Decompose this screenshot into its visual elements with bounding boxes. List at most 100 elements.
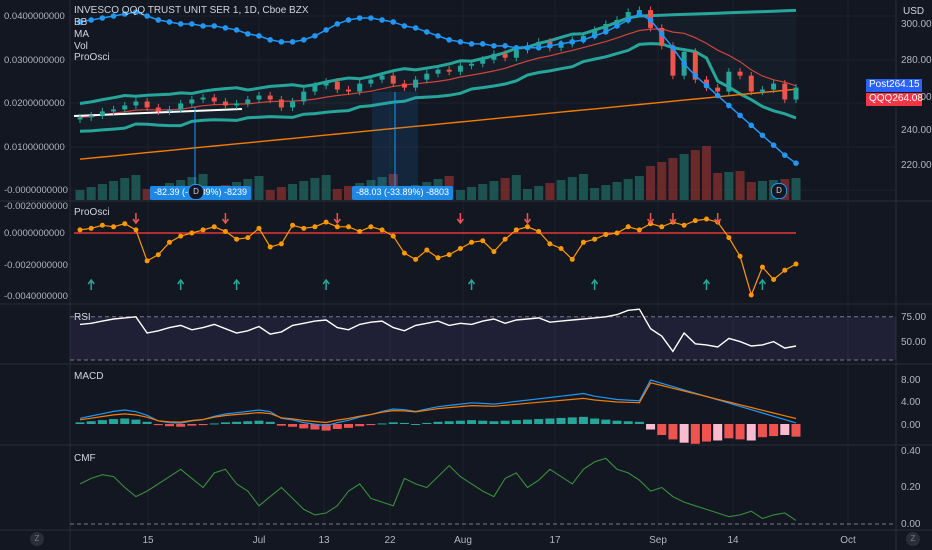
candle-body [278,99,284,108]
blue-dot [278,39,285,45]
macd-hist-bar [254,420,264,424]
rsi-band [70,316,896,360]
post-value: 264.15 [889,79,920,90]
volume-bar [590,188,600,200]
proosci-dot [122,221,128,227]
proosci-pane[interactable] [74,213,799,298]
volume-bar [534,186,544,200]
left-axis-label: -0.0040000000 [4,291,68,302]
blue-dot [703,82,710,89]
blue-dot [681,60,687,67]
volume-bar [646,166,656,200]
candle-body [636,10,642,13]
pane-title-cmf[interactable]: CMF [74,453,96,464]
proosci-dot [357,228,363,234]
candle-body [99,111,105,116]
price-pane[interactable] [73,6,801,200]
legend-proosci[interactable]: ProOsci [74,52,110,63]
candle-body [234,103,240,106]
legend-ma[interactable]: MA [74,29,89,40]
macd-hist-bar [411,424,421,425]
volume-bar [288,184,298,200]
volume-bar [276,187,286,200]
left-axis-label: -0.0000000000 [4,185,68,196]
blue-dot [580,37,587,43]
candle-body [368,79,374,84]
blue-dot [770,142,777,149]
candle-body [144,101,150,108]
blue-dot [737,112,743,119]
proosci-dot [245,235,251,241]
volume-bar [332,189,342,200]
left-axis-label: 0.0200000000 [4,98,65,109]
blue-dot [166,19,173,25]
volume-bar [254,176,264,200]
candle-body [692,51,698,80]
time-label: Aug [454,535,472,546]
proosci-dot [99,222,105,228]
time-axis[interactable]: 15 Jul 13 22 Aug 17 Sep 14 Oct [142,535,856,546]
candle-body [625,12,631,20]
macd-pane[interactable] [75,379,801,444]
proosci-dot [513,227,519,233]
legend-bb[interactable]: BB [74,17,88,28]
candle-body [301,91,307,102]
post-price-label: Post 264.15 [866,79,922,92]
proosci-dot [659,224,665,230]
pane-title-rsi[interactable]: RSI [74,312,91,323]
sell-arrow-icon [523,213,532,225]
macd-hist-bar [791,424,801,437]
proosci-dot [469,239,475,245]
macd-hist-bar [545,418,555,424]
blue-dot [726,102,732,109]
macd-hist-bar [422,422,432,424]
macd-hist-bar [310,424,320,430]
macd-hist-bar [556,417,566,424]
proosci-dot [211,224,217,230]
macd-hist-bar [131,419,141,424]
macd-hist-bar [321,424,331,431]
proosci-dot [569,256,575,262]
dividend-badge-icon[interactable]: D [188,184,204,200]
cmf-pane[interactable] [70,457,896,525]
legend-vol[interactable]: Vol [74,41,88,52]
candle-body [446,69,452,72]
dividend-badge-icon[interactable]: D [771,183,787,199]
blue-dot [748,122,755,129]
blue-dot [457,39,464,45]
left-axis-label: 0.0300000000 [4,55,65,66]
blue-dot [625,17,631,23]
blue-dot [245,31,251,37]
zoom-right-icon[interactable]: Z [906,532,920,546]
candle-body [726,71,732,92]
proosci-dot [256,225,262,231]
qqq-label: QQQ [869,93,893,104]
candle-body [357,83,363,92]
measure-label-2[interactable]: -88.03 (-33.89%) -8803 [352,186,454,200]
proosci-dot [267,244,273,250]
macd-hist-bar [500,420,510,424]
pane-title-proosci[interactable]: ProOsci [74,207,110,218]
currency-label[interactable]: USD [903,6,925,17]
volume-bar [523,189,532,200]
blue-dot [502,43,508,49]
rsi-pane[interactable] [70,308,896,361]
volume-bar [299,181,309,200]
proosci-dot [603,232,609,238]
candle-body [189,99,195,104]
chart-title[interactable]: INVESCO QQQ TRUST UNIT SER 1, 1D, Cboe B… [74,5,309,16]
zoom-left-icon[interactable]: Z [30,532,44,546]
proosci-dot [592,236,598,242]
cmf-axis-label: 0.40 [901,446,921,457]
macd-hist-bar [690,424,700,444]
blue-dot [558,41,564,47]
blue-dot [300,37,307,43]
blue-dot [88,17,94,23]
macd-hist-bar [724,424,734,439]
proosci-dot [278,241,284,247]
blue-dot [110,13,117,19]
pane-title-macd[interactable]: MACD [74,371,104,382]
candle-body [122,105,128,110]
right-axis-indicators: 75.00 50.00 8.00 4.00 0.00 0.40 0.20 0.0… [901,312,926,530]
